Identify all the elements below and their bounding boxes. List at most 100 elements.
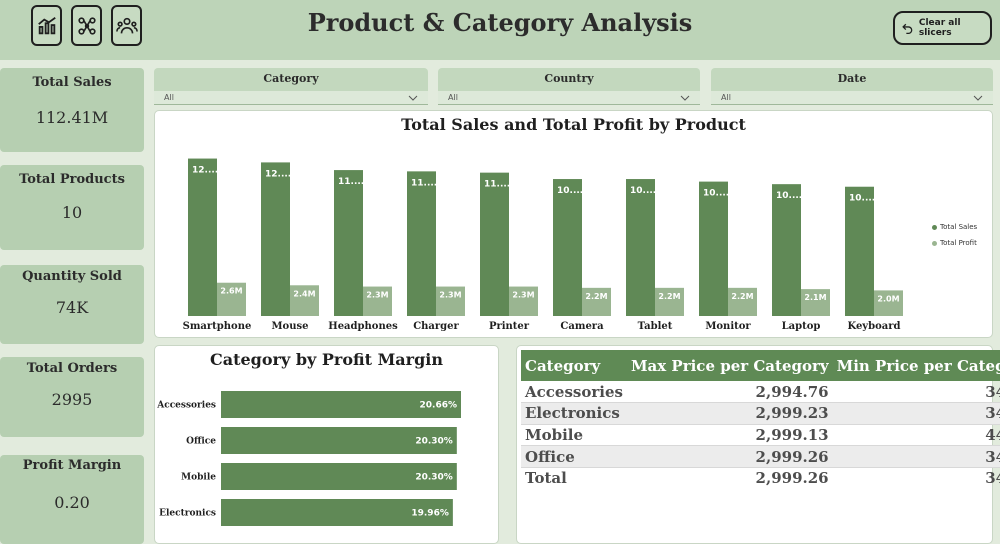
table-cell: Total	[525, 469, 567, 488]
nav-button-products[interactable]	[71, 5, 102, 46]
bar-total-sales	[772, 184, 801, 316]
margin-bar	[221, 499, 453, 526]
slicer-country[interactable]: Country All	[438, 68, 700, 105]
sales-profit-chart-panel: Total Sales and Total Profit by Product …	[154, 110, 993, 338]
slicer-dropdown[interactable]: All	[154, 91, 428, 105]
chart-title: Total Sales and Total Profit by Product	[401, 115, 746, 134]
data-label-profit: 2.3M	[439, 291, 461, 300]
data-label-profit: 2.0M	[877, 294, 899, 303]
bar-total-sales	[261, 162, 290, 316]
data-label-sales: 10....	[557, 186, 583, 196]
bar-total-sales	[553, 179, 582, 316]
bar-total-profit	[655, 287, 684, 316]
margin-bar	[221, 391, 461, 418]
bar-total-profit	[290, 285, 319, 316]
slicer-date[interactable]: Date All	[711, 68, 993, 105]
legend-label: Total Profit	[940, 239, 977, 247]
sales-profit-bar-chart: 12.... 2.6M Smartphone 12.... 2.4M Mouse 11...…	[183, 158, 903, 332]
data-label-sales: 10....	[630, 186, 656, 196]
bar-total-profit	[801, 289, 830, 316]
product-tree-icon	[77, 16, 96, 35]
y-tick-label: Office	[186, 437, 216, 447]
table-cell: Office	[521, 445, 627, 468]
table-cell: 34.69	[832, 381, 1000, 404]
x-tick-label: Camera	[560, 321, 604, 332]
kpi-label: Profit Margin	[22, 458, 122, 473]
customers-icon	[115, 17, 138, 33]
kpi-label: Total Products	[19, 172, 125, 187]
table-cell: 34.71	[832, 402, 1000, 425]
kpi-value: 112.41M	[35, 108, 109, 127]
table-cell: 2,999.23	[626, 402, 833, 425]
chart-title: Category by Profit Margin	[209, 350, 443, 369]
legend-swatch	[932, 224, 937, 230]
y-tick-label: Electronics	[159, 509, 216, 519]
kpi-value: 10	[61, 203, 83, 222]
x-tick-label: Charger	[413, 321, 459, 332]
margin-bar	[221, 463, 457, 490]
bar-total-profit	[363, 286, 392, 316]
bar-total-profit	[436, 286, 465, 316]
data-label-sales: 12....	[192, 166, 218, 176]
table-row[interactable]: Mobile 2,999.13 44.00	[521, 424, 1000, 447]
kpi-label: Total Sales	[32, 75, 112, 90]
data-label-sales: 11....	[338, 177, 364, 187]
slicer-title: Country	[544, 72, 594, 85]
kpi-value: 2995	[51, 390, 93, 409]
nav-button-overview[interactable]	[31, 5, 62, 46]
slicer-dropdown[interactable]: All	[438, 91, 700, 105]
bar-total-profit	[509, 286, 538, 316]
chevron-down-icon	[973, 95, 983, 101]
data-label-sales: 11....	[484, 180, 510, 190]
data-label-margin: 19.96%	[411, 509, 449, 519]
bar-total-sales	[845, 186, 874, 316]
kpi-card-total-products: Total Products 10	[0, 165, 144, 250]
slicer-dropdown[interactable]: All	[711, 91, 993, 105]
data-label-margin: 20.66%	[420, 401, 458, 411]
data-label-sales: 10....	[703, 189, 729, 199]
data-label-profit: 2.1M	[804, 293, 826, 302]
kpi-label: Total Orders	[26, 361, 118, 376]
data-label-sales: 10....	[776, 191, 802, 201]
table-cell: 2,999.13	[626, 424, 833, 447]
kpi-label: Quantity Sold	[22, 269, 122, 284]
data-label-margin: 20.30%	[415, 473, 453, 483]
table-row[interactable]: Office 2,999.26 34.03	[521, 445, 1000, 468]
clear-slicers-label: Clear all slicers	[918, 18, 961, 38]
kpi-card-quantity-sold: Quantity Sold 74K	[0, 265, 144, 344]
nav-button-customers[interactable]	[111, 5, 142, 46]
x-tick-label: Mouse	[271, 321, 308, 332]
x-tick-label: Headphones	[328, 321, 398, 332]
column-header-max-price[interactable]: Max Price per Category	[626, 350, 833, 381]
profit-margin-bar-chart: Accessories 20.66% Office 20.30% Mobile 20.30…	[156, 391, 461, 526]
slicer-title: Category	[263, 72, 319, 85]
data-label-profit: 2.2M	[658, 292, 680, 301]
bar-total-sales	[407, 171, 436, 316]
data-label-margin: 20.30%	[415, 437, 453, 447]
table-cell: 34.03	[832, 445, 1000, 468]
clear-slicers-button[interactable]: Clear all slicers	[893, 11, 992, 45]
data-label-profit: 2.2M	[731, 292, 753, 301]
x-tick-label: Printer	[489, 321, 530, 332]
data-label-profit: 2.2M	[585, 292, 607, 301]
bar-total-sales	[334, 170, 363, 316]
data-label-sales: 10....	[849, 194, 875, 204]
data-label-profit: 2.4M	[293, 289, 315, 298]
kpi-value: 74K	[55, 298, 89, 317]
table-cell: Electronics	[521, 402, 627, 425]
table-row[interactable]: Accessories 2,994.76 34.69	[521, 381, 1000, 404]
table-cell: Accessories	[521, 381, 627, 404]
header-bar: Product & Category Analysis Clear all sl…	[0, 0, 1000, 60]
slicer-value: All	[448, 93, 458, 102]
legend-item-profit[interactable]: Total Profit	[932, 239, 977, 247]
legend-item-sales[interactable]: Total Sales	[932, 223, 977, 231]
table-row[interactable]: Electronics 2,999.23 34.71	[521, 402, 1000, 425]
slicer-category[interactable]: Category All	[154, 68, 428, 105]
column-header-category[interactable]: Category	[521, 350, 627, 381]
column-header-min-price[interactable]: Min Price per Category	[832, 350, 1000, 381]
table-cell: 2,994.76	[626, 381, 833, 404]
bar-total-sales	[188, 158, 217, 316]
legend-label: Total Sales	[940, 223, 978, 231]
profit-margin-chart-panel: Category by Profit Margin Accessories 20.…	[154, 345, 499, 544]
kpi-card-profit-margin: Profit Margin 0.20	[0, 455, 144, 544]
